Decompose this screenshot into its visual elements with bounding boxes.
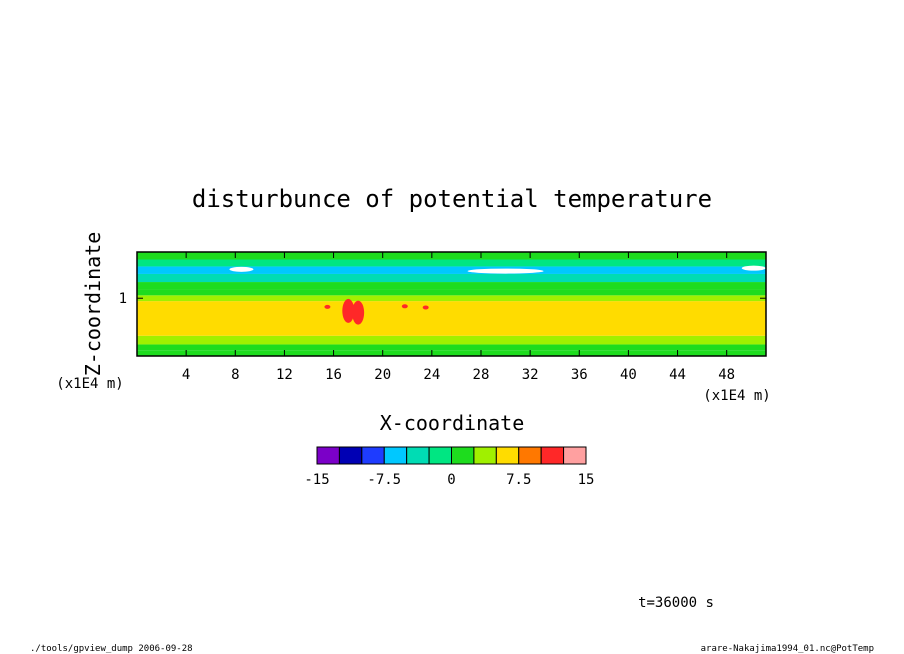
anomaly-patch bbox=[401, 304, 408, 309]
x-tick-label: 8 bbox=[231, 367, 239, 383]
colorbar-ticks: -15 -7.5 0 7.5 15 bbox=[304, 472, 594, 488]
contour-band bbox=[137, 282, 766, 290]
plot-frame bbox=[136, 251, 767, 357]
x-tick-label: 36 bbox=[571, 367, 588, 383]
contour-band bbox=[137, 301, 766, 336]
colorbar-cell bbox=[451, 446, 475, 465]
colorbar-cell bbox=[495, 446, 520, 465]
footer-right: arare-Nakajima1994_01.nc@PotTemp bbox=[701, 644, 874, 654]
x-tick-label: 28 bbox=[473, 367, 490, 383]
y-axis-ticks: 1 bbox=[119, 291, 766, 307]
y-axis-label: Z-coordinate bbox=[81, 232, 105, 377]
colorbar-cell bbox=[383, 446, 408, 465]
colorbar-tick-label: -7.5 bbox=[367, 472, 401, 488]
colorbar-cell bbox=[428, 446, 453, 465]
anomaly-patches bbox=[229, 265, 766, 325]
anomaly-patch bbox=[741, 265, 766, 271]
x-tick-label: 16 bbox=[325, 367, 342, 383]
anomaly-patch bbox=[229, 266, 254, 272]
contour-band bbox=[137, 344, 766, 351]
contour-band bbox=[137, 273, 766, 283]
chart-title: disturbunce of potential temperature bbox=[192, 185, 712, 213]
x-tick-label: 40 bbox=[620, 367, 637, 383]
colorbar-cell bbox=[518, 446, 542, 465]
x-axis-unit: (x1E4 m) bbox=[703, 388, 770, 404]
colorbar-cell bbox=[473, 446, 497, 465]
anomaly-patch bbox=[342, 298, 355, 323]
colorbar-tick-label: -15 bbox=[304, 472, 329, 488]
colorbar-cell bbox=[406, 446, 430, 465]
y-tick-label: 1 bbox=[119, 291, 127, 307]
time-label: t=36000 s bbox=[638, 595, 714, 611]
x-tick-label: 20 bbox=[374, 367, 391, 383]
contour-band bbox=[137, 252, 766, 260]
colorbar-tick-label: 0 bbox=[447, 472, 455, 488]
contour-bands bbox=[137, 252, 766, 356]
contour-band bbox=[137, 335, 766, 345]
colorbar-tick-label: 15 bbox=[578, 472, 595, 488]
x-tick-label: 12 bbox=[276, 367, 293, 383]
colorbar-cell bbox=[338, 446, 363, 465]
contour-band bbox=[137, 266, 766, 274]
anomaly-patch bbox=[422, 305, 429, 310]
anomaly-patch bbox=[352, 300, 365, 325]
x-tick-label: 24 bbox=[423, 367, 440, 383]
colorbar-cell bbox=[361, 446, 385, 465]
colorbar-cell bbox=[563, 446, 587, 465]
contour-band bbox=[137, 289, 766, 296]
colorbar-tick-label: 7.5 bbox=[506, 472, 531, 488]
colorbar-cells bbox=[316, 446, 587, 465]
contour-band bbox=[137, 295, 766, 302]
x-tick-label: 4 bbox=[182, 367, 190, 383]
contour-band bbox=[137, 350, 766, 356]
y-axis-unit: (x1E4 m) bbox=[56, 376, 123, 392]
colorbar: -15 -7.5 0 7.5 15 bbox=[304, 446, 594, 488]
x-tick-label: 48 bbox=[718, 367, 735, 383]
plot-area bbox=[136, 251, 767, 357]
x-axis-ticks: 4 8 12 16 20 24 28 32 36 40 44 48 bbox=[182, 252, 735, 383]
x-axis-label: X-coordinate bbox=[380, 411, 525, 435]
x-tick-label: 44 bbox=[669, 367, 686, 383]
contour-band bbox=[137, 259, 766, 267]
colorbar-cell bbox=[316, 446, 340, 465]
x-tick-label: 32 bbox=[522, 367, 539, 383]
footer-left: ./tools/gpview_dump 2006-09-28 bbox=[30, 644, 193, 654]
anomaly-patch bbox=[467, 268, 544, 274]
anomaly-patch bbox=[324, 304, 331, 309]
colorbar-cell bbox=[540, 446, 565, 465]
